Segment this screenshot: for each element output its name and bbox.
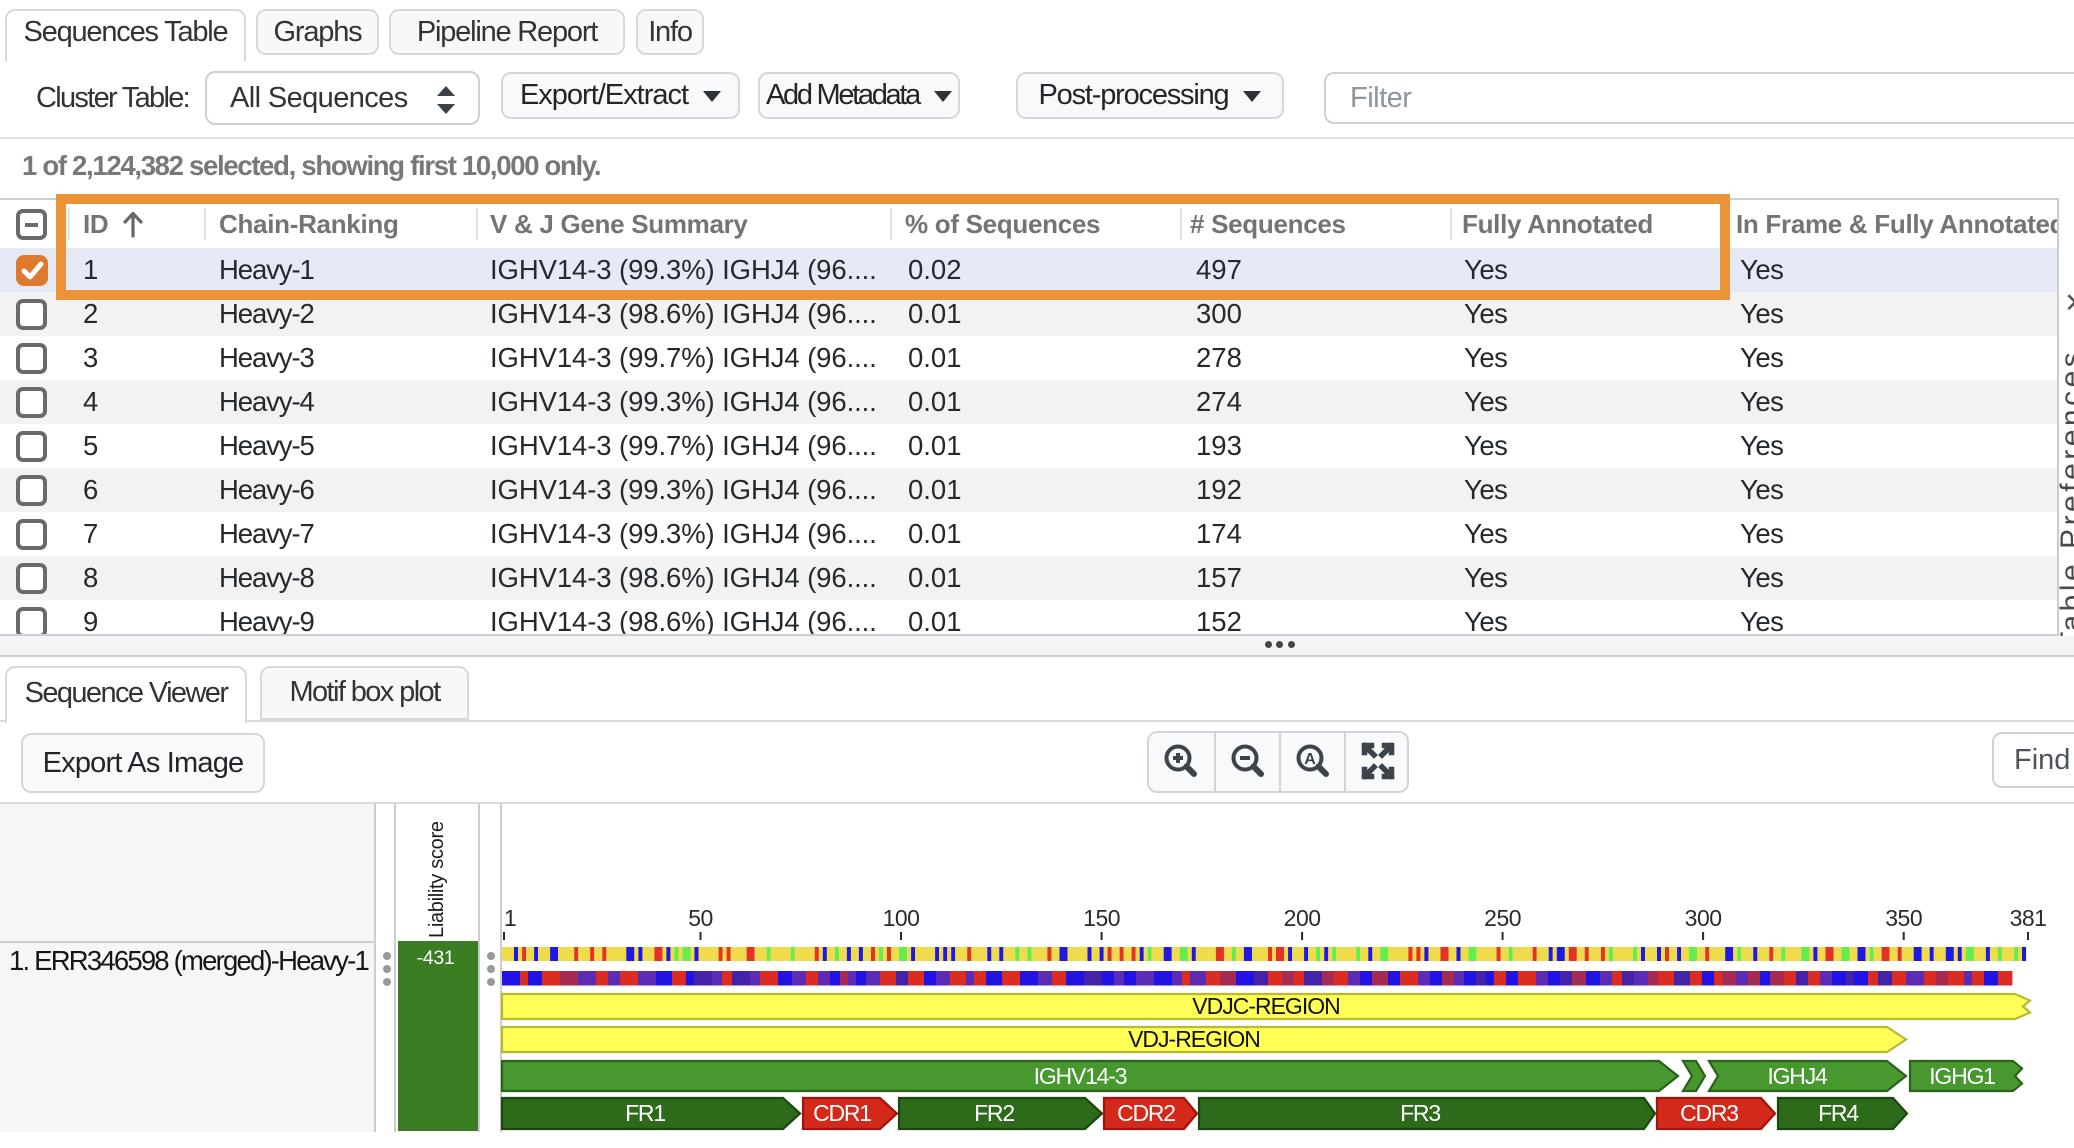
svg-text:50: 50 (688, 905, 713, 931)
svg-text:FR1: FR1 (625, 1100, 665, 1126)
svg-text:VDJ-REGION: VDJ-REGION (1128, 1026, 1260, 1052)
svg-text:A: A (1304, 751, 1316, 768)
svg-text:IGHG1: IGHG1 (1929, 1063, 1995, 1089)
svg-text:1: 1 (504, 905, 516, 931)
svg-text:350: 350 (1885, 905, 1922, 931)
svg-text:FR3: FR3 (1400, 1100, 1440, 1126)
svg-text:IGHJ4: IGHJ4 (1767, 1063, 1828, 1089)
svg-text:CDR2: CDR2 (1117, 1100, 1175, 1126)
svg-text:250: 250 (1484, 905, 1521, 931)
svg-text:CDR1: CDR1 (813, 1100, 871, 1126)
svg-text:IGHV14-3: IGHV14-3 (1034, 1063, 1127, 1089)
svg-text:300: 300 (1685, 905, 1722, 931)
svg-text:FR4: FR4 (1818, 1100, 1859, 1126)
svg-text:100: 100 (883, 905, 920, 931)
svg-text:200: 200 (1284, 905, 1321, 931)
svg-text:150: 150 (1083, 905, 1120, 931)
svg-text:CDR3: CDR3 (1680, 1100, 1738, 1126)
svg-text:381: 381 (2010, 905, 2047, 931)
svg-text:FR2: FR2 (974, 1100, 1014, 1126)
svg-text:VDJC-REGION: VDJC-REGION (1192, 993, 1339, 1019)
